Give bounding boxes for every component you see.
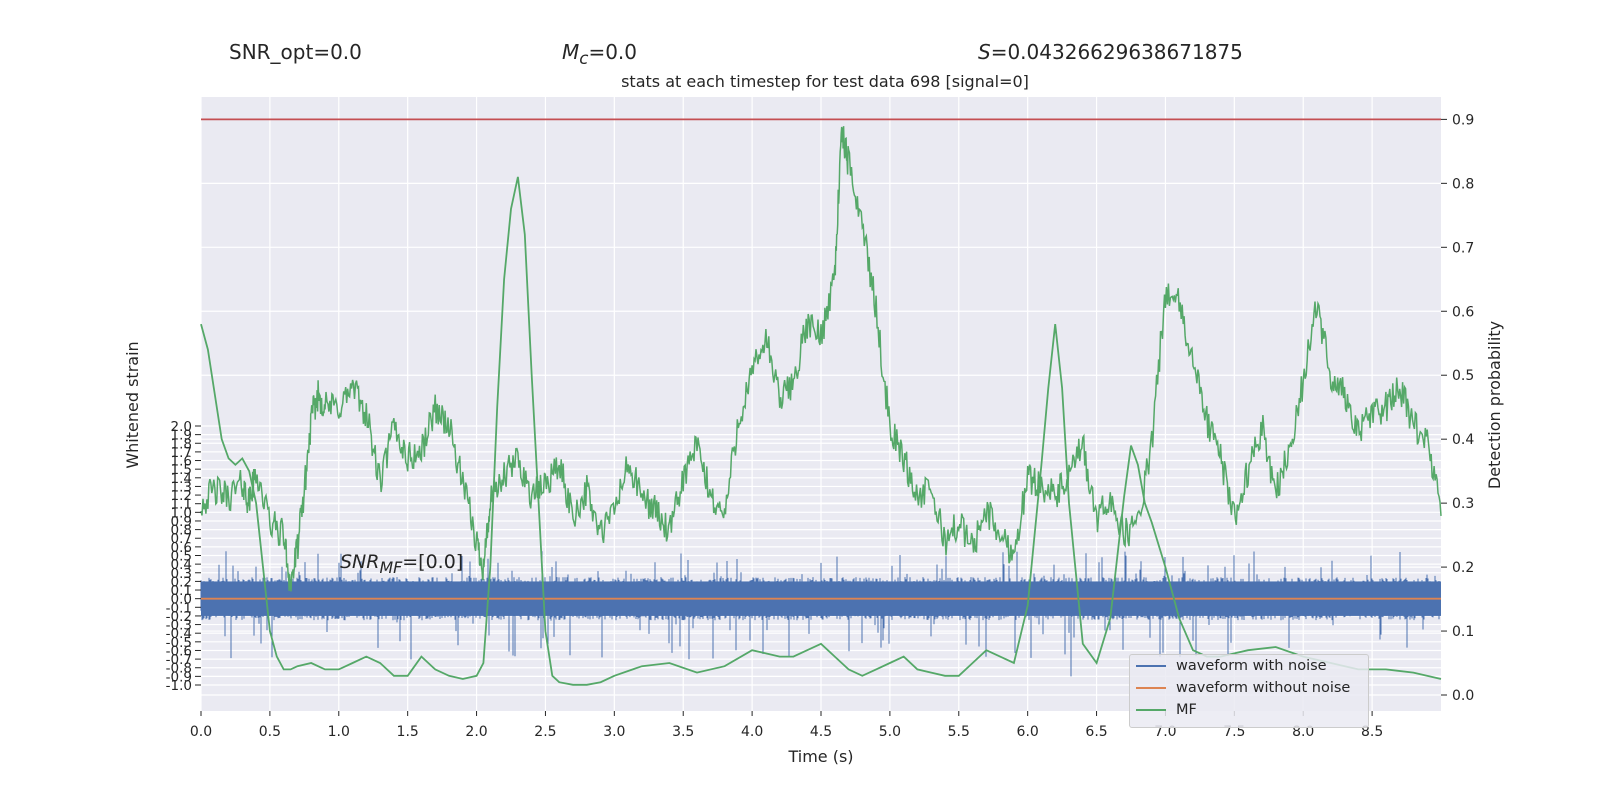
y-axis-left-label: Whitened strain [123, 341, 142, 468]
x-tick-label: 6.5 [1085, 724, 1107, 740]
y-left-tick-label: 1.9 [171, 428, 192, 444]
legend-item-waveform-without-noise: waveform without noise [1136, 677, 1368, 699]
y-axis-right-label: Detection probability [1485, 321, 1504, 489]
y-left-tick-label: 0.9 [171, 514, 192, 530]
snr-mf-label: SNR [340, 551, 380, 573]
y-left-tick-label: 1.0 [171, 505, 192, 521]
y-right-tick-label: 0.0 [1452, 688, 1474, 704]
y-right-tick-label: 0.8 [1452, 176, 1474, 192]
y-right-tick-label: 0.9 [1452, 112, 1474, 128]
series-detection-probability [200, 126, 1442, 592]
x-tick-label: 0.0 [190, 724, 212, 740]
y-left-tick-label: -0.6 [166, 643, 192, 659]
y-right-tick-label: 0.3 [1452, 496, 1474, 512]
y-left-tick-label: 0.5 [171, 549, 192, 565]
x-tick-label: 7.0 [1154, 724, 1176, 740]
y-right-tick-label: 0.4 [1452, 432, 1474, 448]
y-left-tick-label: 1.2 [171, 488, 192, 504]
y-left-tick-label: -0.1 [166, 600, 192, 616]
snr-mf-value: =[0.0] [402, 551, 464, 573]
axis-layer: 0.0 0.5 1.0 1.5 2.0 2.5 3.0 3.5 4.0 4.5 5.0 5.5 6.0 6… [166, 112, 1475, 740]
y-left-tick-label: 1.8 [171, 436, 192, 452]
legend-swatch-mf [1136, 709, 1166, 711]
y-left-tick-label: -0.4 [166, 626, 192, 642]
legend-label-mf: MF [1176, 702, 1197, 718]
legend-label-waveform-without-noise: waveform without noise [1176, 680, 1351, 696]
y-left-tick-label: -0.9 [166, 669, 192, 685]
legend: waveform with noise waveform without noi… [1129, 654, 1369, 728]
y-left-tick-label: 1.6 [171, 454, 192, 470]
x-tick-label: 6.0 [1017, 724, 1039, 740]
y-right-tick-label: 0.7 [1452, 240, 1474, 256]
stat-s-value: =0.04326629638671875 [990, 40, 1243, 64]
y-left-tick-label: -0.2 [166, 609, 192, 625]
legend-item-mf: MF [1136, 699, 1368, 721]
x-tick-label: 8.0 [1292, 724, 1314, 740]
y-left-tick-label: 1.5 [171, 462, 192, 478]
y-right-tick-label: 0.1 [1452, 624, 1474, 640]
data-layer [200, 118, 1442, 686]
y-left-tick-label: 0.0 [171, 592, 192, 608]
x-tick-label: 2.0 [465, 724, 487, 740]
x-tick-label: 5.5 [948, 724, 970, 740]
chirp-mass-symbol: M [562, 40, 580, 64]
y-left-tick-label: 0.8 [171, 523, 192, 539]
series-mf [200, 176, 1442, 686]
snr-mf-annotation: SNRMF=[0.0] [340, 551, 463, 577]
y-left-tick-label: -0.3 [166, 618, 192, 634]
y-left-tick-label: 2.0 [171, 419, 192, 435]
y-right-tick-label: 0.5 [1452, 368, 1474, 384]
x-tick-label: 1.0 [328, 724, 350, 740]
y-left-tick-label: 1.7 [171, 445, 192, 461]
chirp-mass-value: =0.0 [588, 40, 638, 64]
chirp-mass-label: Mc=0.0 [562, 40, 637, 68]
legend-swatch-waveform-without-noise [1136, 687, 1166, 689]
x-tick-label: 1.5 [397, 724, 419, 740]
x-tick-label: 3.5 [672, 724, 694, 740]
y-left-tick-label: -0.8 [166, 661, 192, 677]
stat-s-label: S=0.04326629638671875 [978, 40, 1243, 64]
y-left-tick-label: 0.3 [171, 566, 192, 582]
y-left-tick-label: -0.7 [166, 652, 192, 668]
snr-mf-subscript: MF [379, 557, 403, 577]
snr-opt-label: SNR_opt=0.0 [229, 40, 362, 64]
chirp-mass-subscript: c [579, 49, 589, 68]
x-tick-label: 4.5 [810, 724, 832, 740]
y-left-tick-label: 1.3 [171, 479, 192, 495]
chart-title: stats at each timestep for test data 698… [621, 72, 1029, 91]
x-tick-label: 4.0 [741, 724, 763, 740]
y-right-tick-label: 0.2 [1452, 560, 1474, 576]
x-tick-label: 2.5 [534, 724, 556, 740]
y-left-tick-label: 0.7 [171, 531, 192, 547]
y-left-tick-label: 0.4 [171, 557, 192, 573]
x-tick-label: 0.5 [259, 724, 281, 740]
y-left-tick-label: 0.1 [171, 583, 192, 599]
x-tick-label: 7.5 [1223, 724, 1245, 740]
y-left-tick-label: 1.1 [171, 497, 192, 513]
y-left-tick-label: -0.5 [166, 635, 192, 651]
legend-label-waveform-with-noise: waveform with noise [1176, 658, 1327, 674]
x-tick-label: 3.0 [603, 724, 625, 740]
y-left-tick-label: 0.6 [171, 540, 192, 556]
y-left-tick-label: 0.2 [171, 574, 192, 590]
legend-swatch-waveform-with-noise [1136, 665, 1166, 667]
x-axis-label: Time (s) [787, 747, 853, 766]
y-left-tick-label: 1.4 [171, 471, 192, 487]
y-right-tick-label: 0.6 [1452, 304, 1474, 320]
legend-item-waveform-with-noise: waveform with noise [1136, 655, 1368, 677]
y-left-tick-label: -1.0 [166, 678, 192, 694]
x-tick-label: 8.5 [1361, 724, 1383, 740]
stat-s-symbol: S [978, 40, 991, 64]
x-tick-label: 5.0 [879, 724, 901, 740]
